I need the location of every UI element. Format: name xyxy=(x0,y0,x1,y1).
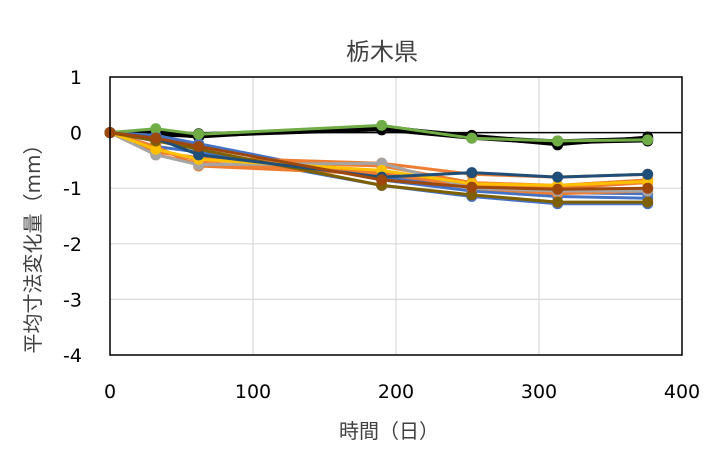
data-point xyxy=(193,128,205,140)
y-tick-labels: 1 0 -1 -2 -3 -4 xyxy=(63,67,82,367)
x-tick-label: 400 xyxy=(664,381,700,403)
data-point xyxy=(642,134,654,146)
data-point xyxy=(466,181,478,193)
x-tick-label: 300 xyxy=(521,381,557,403)
y-tick-label: -2 xyxy=(63,234,82,256)
y-tick-label: -1 xyxy=(63,178,82,200)
y-tick-label: -3 xyxy=(63,289,82,311)
data-point xyxy=(193,141,205,152)
plot-area-border xyxy=(109,76,683,356)
data-point xyxy=(466,167,478,179)
x-tick-labels: 0 100 200 300 400 xyxy=(104,381,700,403)
x-axis-label: 時間（日） xyxy=(339,419,439,443)
y-axis-label: 平均寸法変化量（mm） xyxy=(21,135,45,354)
chart-title: 栃木県 xyxy=(346,38,418,66)
data-point xyxy=(552,196,564,208)
data-point xyxy=(552,183,564,195)
series-17 xyxy=(104,127,654,195)
x-tick-label: 100 xyxy=(235,381,271,403)
data-point xyxy=(193,149,205,161)
x-tick-label: 0 xyxy=(104,381,116,403)
y-tick-label: -4 xyxy=(63,345,82,367)
y-tick-label: 0 xyxy=(70,123,82,145)
data-point xyxy=(466,189,478,201)
x-tick-label: 200 xyxy=(378,381,414,403)
data-point xyxy=(552,135,564,147)
data-point xyxy=(552,171,564,183)
data-point xyxy=(642,196,654,208)
series-12 xyxy=(104,119,654,147)
data-point xyxy=(642,182,654,194)
data-point xyxy=(150,123,162,135)
data-point xyxy=(150,132,162,144)
data-point xyxy=(376,119,388,131)
data-point xyxy=(376,174,388,186)
data-point xyxy=(642,168,654,180)
data-point xyxy=(150,143,162,155)
data-point xyxy=(466,132,478,144)
series-layer xyxy=(104,119,654,210)
y-tick-label: 1 xyxy=(70,67,82,89)
